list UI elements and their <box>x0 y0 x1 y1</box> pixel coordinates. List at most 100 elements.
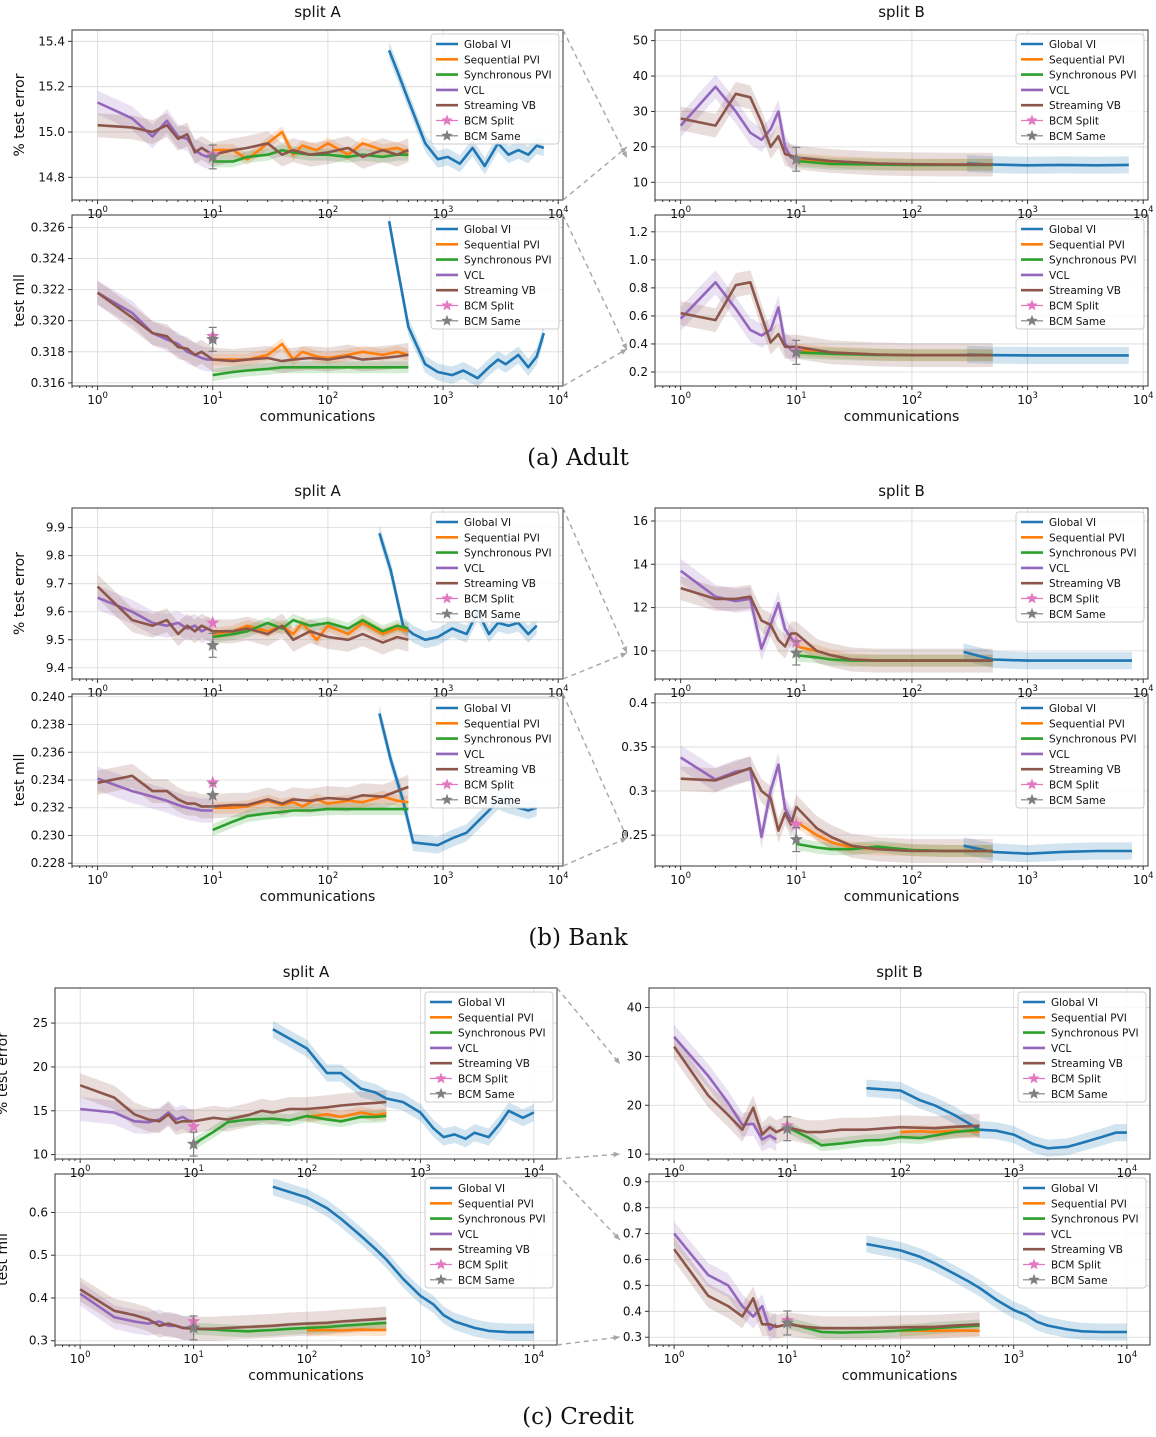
panel-adult-B-mll: 0.2 0.4 0.6 0.8 1.0 1.2 100 101 102 103 104 communi… <box>629 214 1154 425</box>
band-streaming-vb <box>680 270 993 368</box>
x-tick-label: 102 <box>890 1350 911 1366</box>
band-sequential-pvi <box>212 126 409 166</box>
y-tick-label: 30 <box>627 1049 642 1063</box>
zoom-connector <box>562 507 628 654</box>
line-streaming-vb <box>680 92 993 166</box>
legend-marker-bcm-split <box>435 1258 447 1270</box>
caption-bank: (b) Bank <box>528 925 628 951</box>
axes-frame <box>54 987 558 1160</box>
band-streaming-vb <box>674 1034 980 1147</box>
axes-frame <box>654 507 1149 680</box>
legend-label-streaming-vb: Streaming VB <box>1051 1244 1123 1256</box>
legend-marker-bcm-same <box>435 1273 447 1285</box>
zoom-connector-arrowhead <box>620 349 627 355</box>
legend-label-sequential-pvi: Sequential PVI <box>1049 239 1125 251</box>
line-global-vi <box>387 49 545 168</box>
marker-bcm-same <box>780 1121 794 1135</box>
legend-label-bcm-same: BCM Same <box>464 795 521 807</box>
legend-label-global-vi: Global VI <box>1049 39 1096 51</box>
x-tick-label: 104 <box>548 391 569 407</box>
y-tick-label: 0.326 <box>31 220 65 234</box>
marker-bcm-same <box>206 332 220 345</box>
legend-label-global-vi: Global VI <box>458 1183 505 1195</box>
y-tick-label: 0.318 <box>31 345 65 359</box>
y-tick-label: 15 <box>33 1104 48 1118</box>
legend-label-bcm-same: BCM Same <box>464 131 521 143</box>
legend-marker-bcm-split <box>1028 1258 1040 1270</box>
legend: Global VI Sequential PVI Synchronous PVI VC… <box>1017 991 1147 1103</box>
legend-label-streaming-vb: Streaming VB <box>1051 1058 1123 1070</box>
legend-label-bcm-split: BCM Split <box>464 780 514 792</box>
y-tick-label: 0.234 <box>31 773 65 787</box>
legend-label-synchronous-pvi: Synchronous PVI <box>464 734 552 746</box>
x-tick-label: 104 <box>523 1350 544 1366</box>
band-vcl <box>680 74 797 172</box>
legend-label-bcm-same: BCM Same <box>1051 1089 1108 1101</box>
x-axis-label: communications <box>844 889 960 905</box>
legend-marker-bcm-split <box>441 114 453 126</box>
y-axis-label: % test error <box>0 1032 11 1115</box>
x-tick-label: 102 <box>902 391 923 407</box>
marker-bcm-split <box>186 1119 201 1133</box>
x-tick-label: 104 <box>1133 391 1154 407</box>
y-tick-label: 9.7 <box>46 577 65 591</box>
legend-label-synchronous-pvi: Synchronous PVI <box>1051 1214 1139 1226</box>
x-tick-label: 102 <box>297 1350 318 1366</box>
zoom-connector <box>556 1336 621 1346</box>
x-tick-label: 101 <box>786 391 807 407</box>
band-vcl <box>674 1024 777 1152</box>
legend: Global VI Sequential PVI Synchronous PVI VC… <box>1015 697 1145 809</box>
legend-box <box>1017 991 1147 1103</box>
y-tick-label: 0.316 <box>31 376 65 390</box>
y-tick-label: 40 <box>633 69 648 83</box>
legend-label-global-vi: Global VI <box>464 703 511 715</box>
legend-marker-bcm-split <box>1026 592 1038 604</box>
zoom-connector-arrowhead <box>620 147 627 154</box>
legend-label-synchronous-pvi: Synchronous PVI <box>1049 734 1137 746</box>
caption-credit: (c) Credit <box>522 1404 634 1430</box>
line-synchronous-pvi <box>212 366 409 377</box>
axes-frame <box>71 214 564 387</box>
panel-title: split A <box>283 963 330 981</box>
legend-marker-bcm-same <box>1028 1087 1040 1099</box>
y-tick-label: 0.4 <box>629 337 648 351</box>
legend-label-vcl: VCL <box>458 1229 479 1241</box>
legend-marker-bcm-same <box>441 314 453 326</box>
legend-label-sequential-pvi: Sequential PVI <box>1051 1198 1127 1210</box>
line-sequential-pvi <box>306 1111 387 1119</box>
legend-label-synchronous-pvi: Synchronous PVI <box>1051 1028 1139 1040</box>
y-tick-label: 15.2 <box>38 80 65 94</box>
zoom-connector <box>562 214 628 351</box>
legend-label-bcm-split: BCM Split <box>1049 780 1099 792</box>
band-sequential-pvi <box>796 153 993 171</box>
y-tick-label: 0.228 <box>31 856 65 870</box>
legend-label-sequential-pvi: Sequential PVI <box>464 239 540 251</box>
legend-marker-bcm-split <box>441 592 453 604</box>
zoom-connector <box>562 693 628 839</box>
legend-label-synchronous-pvi: Synchronous PVI <box>458 1214 546 1226</box>
legend-label-streaming-vb: Streaming VB <box>464 578 536 590</box>
marker-bcm-split <box>206 615 220 629</box>
line-synchronous-pvi <box>193 1321 387 1333</box>
panel-bank-B-mll: 0.25 0.3 0.35 0.4 100 101 102 103 104 communicati… <box>621 693 1154 905</box>
legend-label-vcl: VCL <box>464 749 485 761</box>
line-streaming-vb <box>79 1288 387 1331</box>
band-global-vi <box>866 1079 1127 1157</box>
legend-marker-bcm-same <box>441 129 453 141</box>
legend-label-streaming-vb: Streaming VB <box>458 1244 530 1256</box>
line-synchronous-pvi <box>212 807 409 832</box>
x-tick-label: 100 <box>87 871 108 887</box>
y-tick-label: 0.25 <box>621 828 648 842</box>
y-tick-label: 30 <box>633 104 648 118</box>
line-sequential-pvi <box>306 1328 387 1332</box>
marker-bcm-same <box>789 832 803 846</box>
legend-label-sequential-pvi: Sequential PVI <box>1049 532 1125 544</box>
legend-box <box>424 991 554 1103</box>
line-streaming-vb <box>79 1084 387 1125</box>
y-axis-label: % test error <box>12 73 28 156</box>
y-tick-label: 0.238 <box>31 718 65 732</box>
y-tick-label: 9.5 <box>46 633 65 647</box>
legend: Global VI Sequential PVI Synchronous PVI VC… <box>424 991 554 1103</box>
